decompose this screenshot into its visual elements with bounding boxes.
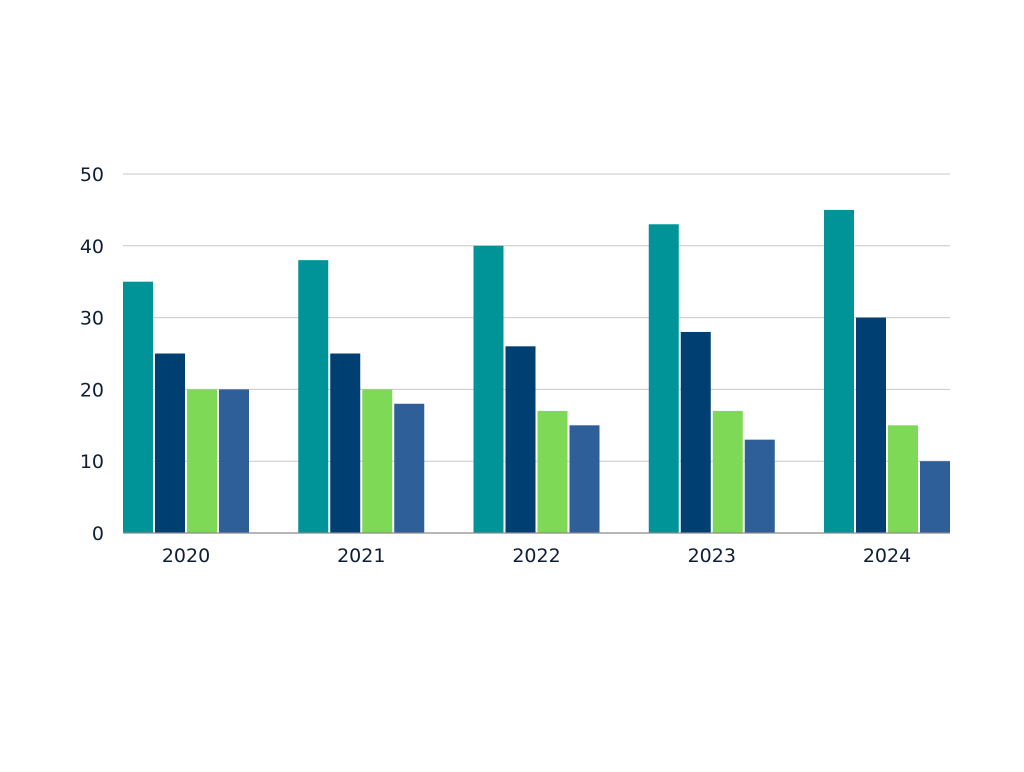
bar-2023-series-4 bbox=[744, 439, 775, 533]
bars bbox=[123, 209, 950, 534]
bar-2024-series-4 bbox=[920, 461, 950, 533]
bar-2020-series-4 bbox=[219, 389, 249, 533]
y-tick-label: 20 bbox=[80, 379, 104, 401]
y-tick-label: 0 bbox=[92, 523, 104, 545]
bar-2020-series-3 bbox=[187, 389, 217, 533]
bar-2023-series-1 bbox=[648, 224, 679, 533]
bar-2022-series-4 bbox=[569, 425, 600, 533]
bar-2024-series-3 bbox=[888, 425, 918, 533]
bar-2022-series-3 bbox=[537, 410, 568, 533]
x-tick-label: 2024 bbox=[863, 545, 911, 567]
bar-2023-series-3 bbox=[712, 410, 743, 533]
y-tick-label: 50 bbox=[80, 164, 104, 186]
x-tick-label: 2023 bbox=[688, 545, 736, 567]
bar-2022-series-1 bbox=[473, 245, 504, 534]
gridlines bbox=[123, 173, 950, 462]
bar-2020-series-2 bbox=[155, 353, 185, 533]
x-tick-label: 2021 bbox=[337, 545, 385, 567]
y-tick-label: 40 bbox=[80, 236, 104, 258]
bar-2023-series-2 bbox=[680, 331, 711, 533]
bar-2021-series-3 bbox=[362, 389, 393, 533]
bar-2021-series-4 bbox=[394, 403, 425, 533]
bar-2024-series-2 bbox=[856, 317, 886, 533]
tick-labels: 0 10 20 30 40 50 2020 2021 2022 2023 2024 bbox=[80, 164, 911, 567]
bar-2022-series-2 bbox=[505, 346, 536, 533]
x-tick-label: 2022 bbox=[512, 545, 560, 567]
y-tick-label: 30 bbox=[80, 308, 104, 330]
bar-2021-series-1 bbox=[298, 260, 329, 533]
x-tick-label: 2020 bbox=[162, 545, 210, 567]
bar-2020-series-1 bbox=[123, 281, 153, 533]
bar-2021-series-2 bbox=[330, 353, 361, 533]
y-tick-label: 10 bbox=[80, 451, 104, 473]
bar-2024-series-1 bbox=[824, 209, 854, 533]
